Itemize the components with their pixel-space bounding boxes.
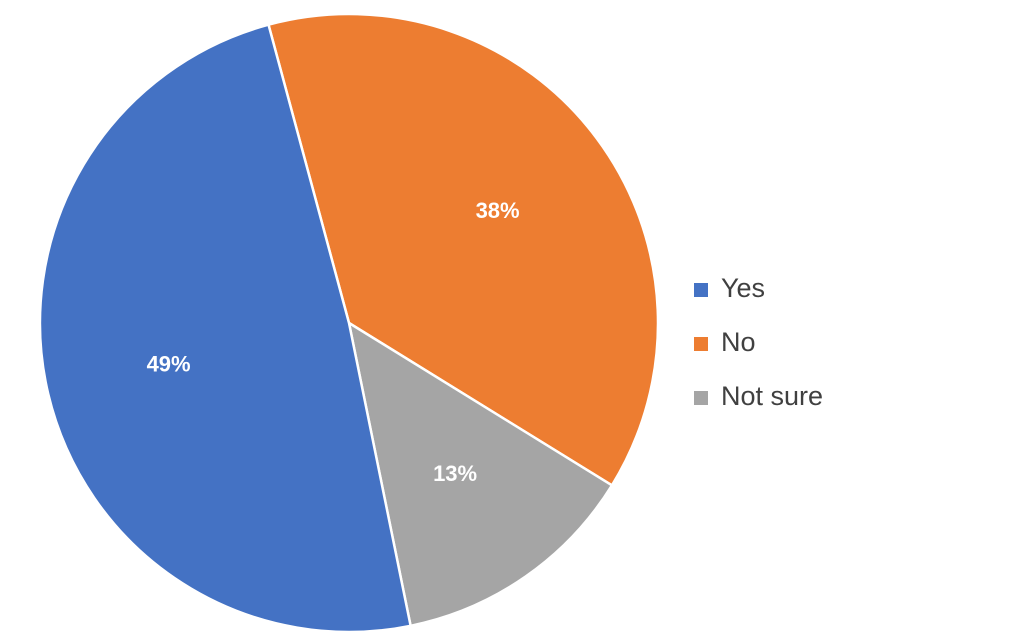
pie-slice-no <box>267 12 660 487</box>
legend-label-no: No <box>721 327 756 357</box>
data-label-not-sure: 13% <box>433 461 477 486</box>
pie-data-labels: 38% 13% 49% <box>147 198 520 486</box>
pie-slice-not-sure <box>347 321 614 628</box>
legend-label-yes: Yes <box>721 273 765 303</box>
legend-label-not-sure: Not sure <box>721 381 823 411</box>
pie-slice-yes <box>38 23 412 634</box>
chart-legend: Yes No Not sure <box>694 273 823 411</box>
data-label-yes: 49% <box>147 352 191 377</box>
pie-slices <box>38 12 660 634</box>
legend-swatch-yes <box>694 283 708 297</box>
data-label-no: 38% <box>476 198 520 223</box>
legend-swatch-not-sure <box>694 391 708 405</box>
legend-swatch-no <box>694 337 708 351</box>
